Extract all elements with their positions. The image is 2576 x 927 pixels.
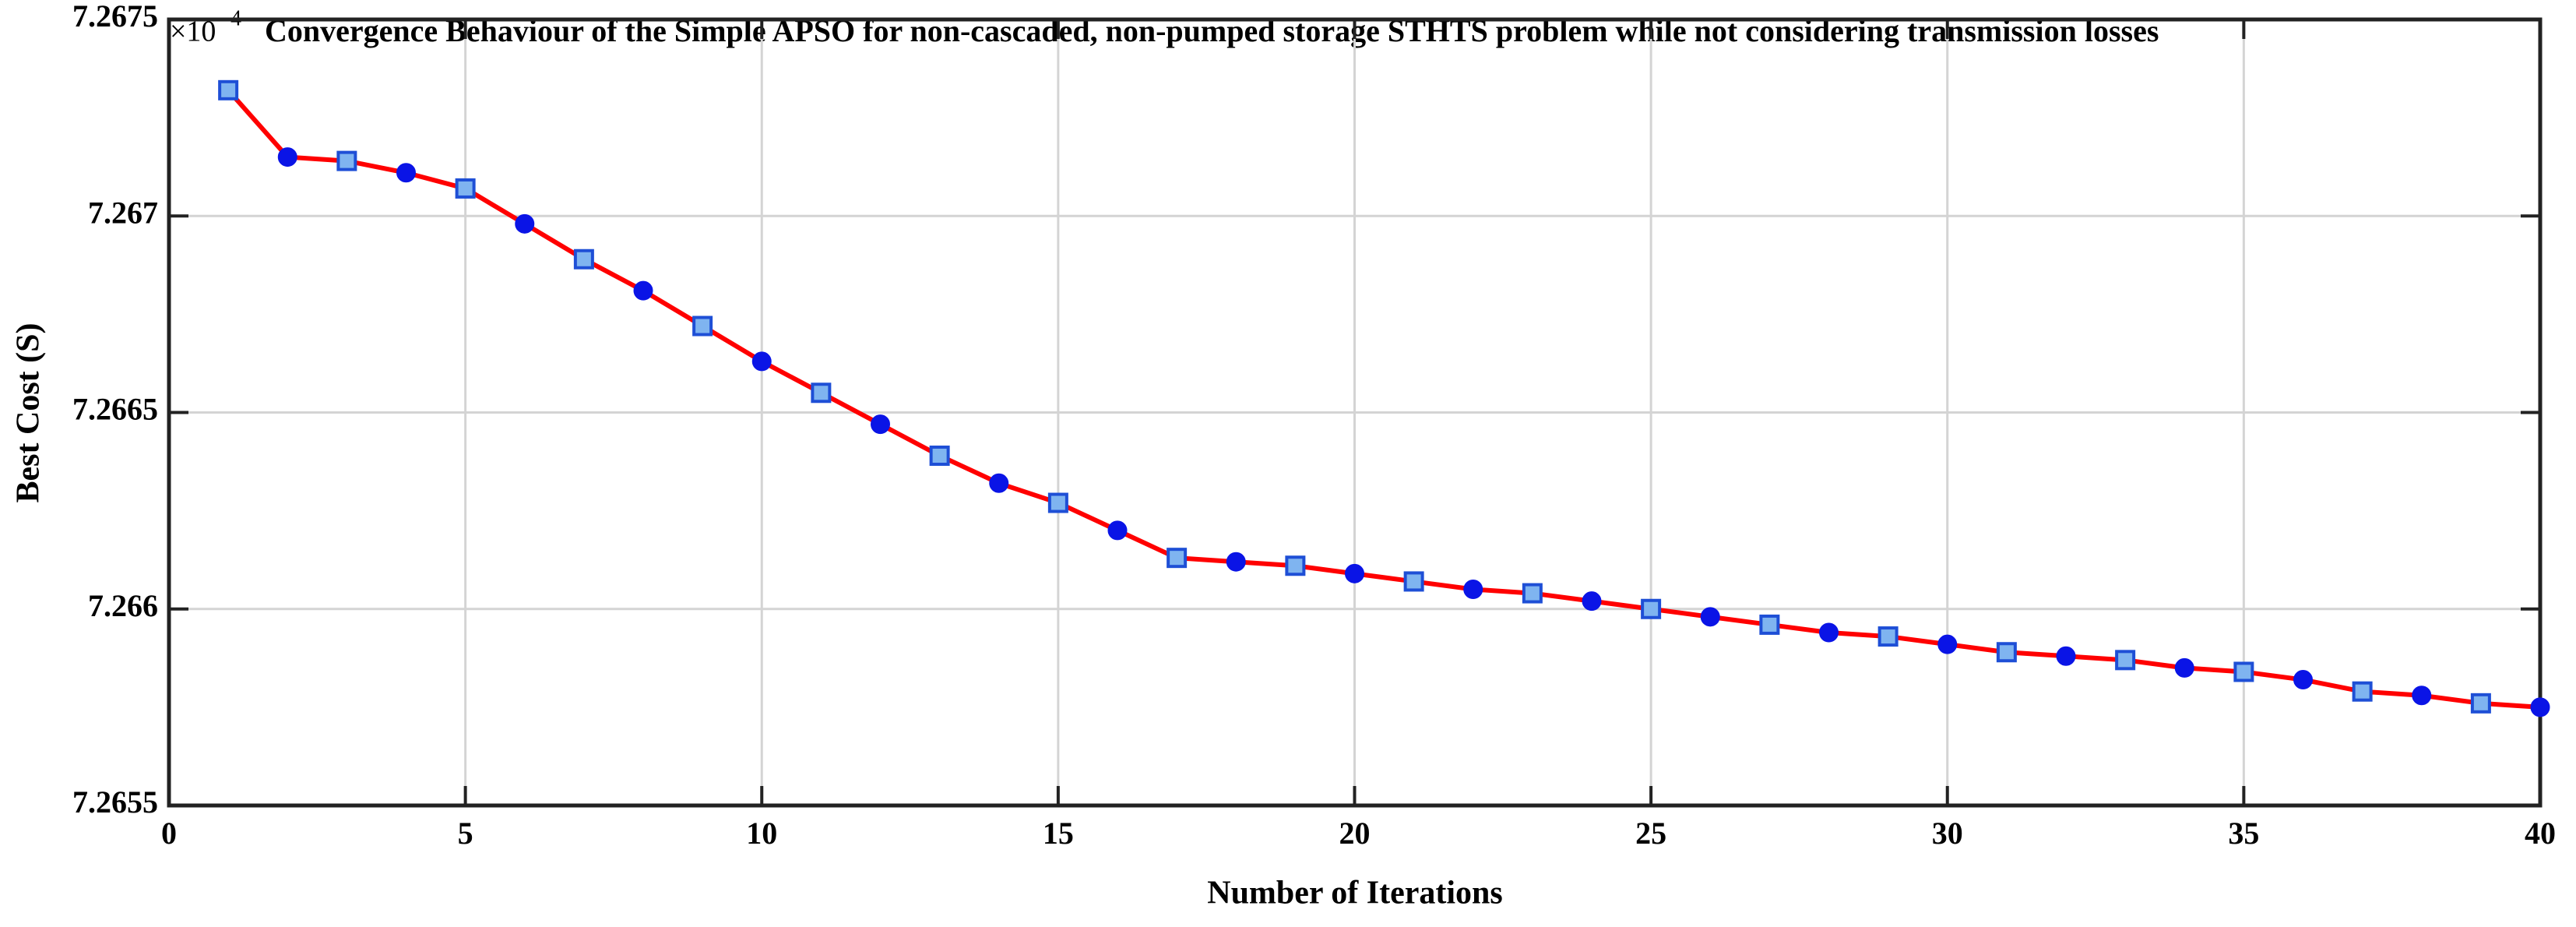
x-tick-label: 0: [161, 816, 177, 851]
y-tick-label: 7.2675: [72, 0, 158, 33]
marker: [2115, 650, 2136, 671]
x-tick-label: 30: [1932, 816, 1963, 851]
marker: [2352, 681, 2373, 702]
marker: [2174, 657, 2194, 678]
marker: [692, 315, 713, 337]
plot-frame: [167, 17, 2543, 808]
marker: [1996, 642, 2017, 663]
marker: [1759, 614, 1780, 635]
marker: [1522, 583, 1543, 604]
marker: [1167, 548, 1188, 569]
marker: [751, 351, 772, 372]
y-tick-label: 7.266: [88, 588, 158, 623]
y-tick-label: 7.2665: [72, 392, 158, 427]
marker: [1641, 598, 1662, 619]
marker: [1345, 563, 1364, 583]
y-tick-label: 7.267: [88, 195, 158, 230]
x-tick-label: 10: [746, 816, 777, 851]
marker: [455, 178, 476, 199]
marker: [2412, 686, 2432, 706]
x-tick-label: 15: [1043, 816, 1074, 851]
marker: [1403, 571, 1424, 592]
marker: [929, 445, 950, 466]
x-tick-label: 20: [1339, 816, 1371, 851]
marker: [2293, 670, 2313, 690]
x-tick-label: 5: [458, 816, 473, 851]
marker: [1582, 591, 1602, 612]
y-tick-label: 7.2655: [72, 784, 158, 819]
marker: [1463, 580, 1483, 600]
marker: [396, 163, 416, 183]
marker: [989, 473, 1009, 493]
marker: [1285, 555, 1306, 576]
marker: [2470, 693, 2491, 714]
marker: [515, 213, 535, 234]
marker: [2530, 697, 2550, 717]
marker: [1700, 607, 1720, 627]
marker: [1819, 622, 1839, 643]
marker: [336, 150, 357, 171]
marker: [1937, 634, 1958, 654]
marker: [633, 280, 653, 301]
marker: [2056, 646, 2076, 666]
marker: [1047, 492, 1068, 513]
x-axis-label: Number of Iterations: [1207, 876, 1503, 911]
marker: [811, 382, 832, 404]
marker: [2233, 661, 2254, 682]
x-tick-label: 35: [2228, 816, 2259, 851]
line: [226, 88, 2541, 710]
marker: [573, 248, 594, 270]
x-tick-label: 25: [1635, 816, 1666, 851]
marker: [1877, 626, 1899, 647]
marker: [1226, 552, 1246, 572]
marker: [277, 147, 297, 167]
x-tick-label: 40: [2525, 816, 2556, 851]
y-axis-label: Best Cost (S): [11, 323, 47, 503]
marker: [871, 414, 890, 435]
marker: [218, 79, 239, 100]
marker: [1107, 520, 1128, 541]
